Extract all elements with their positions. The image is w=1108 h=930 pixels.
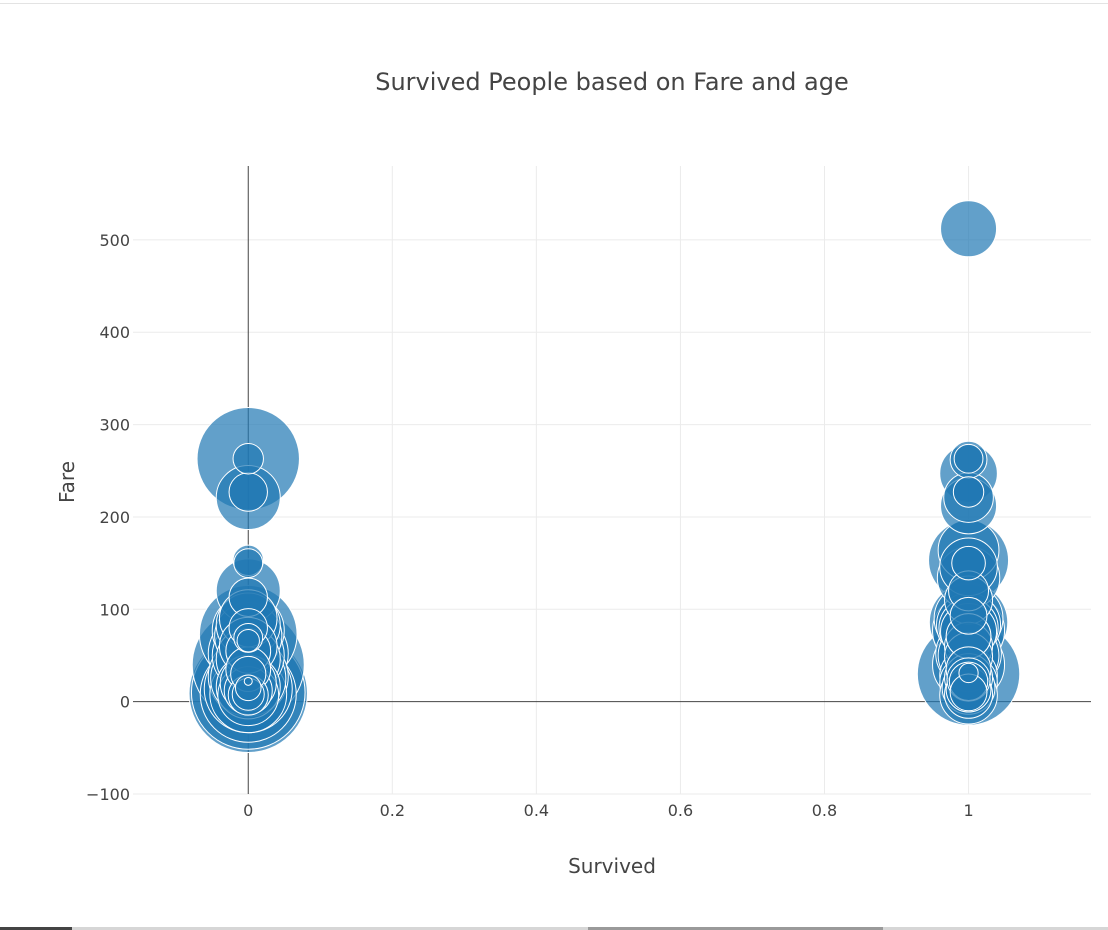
- top-divider: [0, 3, 1108, 4]
- y-tick-label: 400: [99, 323, 130, 342]
- bubble-point[interactable]: [236, 628, 260, 653]
- tick-labels: 0 0.2 0.4 0.6 0.8 1 −100 0 100 200 300 400 500: [86, 231, 974, 820]
- y-tick-label: 200: [99, 508, 130, 527]
- x-tick-label: 0.6: [668, 801, 693, 820]
- bubbles: [188, 200, 1021, 754]
- bubble-point[interactable]: [952, 476, 985, 508]
- bubble-point[interactable]: [951, 545, 986, 581]
- bubble-point[interactable]: [234, 674, 262, 702]
- bottom-scrollbar[interactable]: [0, 927, 1108, 930]
- y-tick-label: −100: [86, 785, 130, 804]
- bubble-point[interactable]: [232, 443, 264, 475]
- bubble-point[interactable]: [953, 443, 984, 474]
- chart-title: Survived People based on Fare and age: [375, 68, 849, 96]
- y-tick-label: 500: [99, 231, 130, 250]
- bubble-point[interactable]: [940, 200, 998, 258]
- x-tick-label: 0.4: [524, 801, 549, 820]
- bubble-point[interactable]: [949, 596, 988, 635]
- x-tick-label: 0: [243, 801, 253, 820]
- y-tick-label: 100: [99, 600, 130, 619]
- bubble-point[interactable]: [233, 548, 264, 579]
- x-tick-label: 0.2: [380, 801, 405, 820]
- bubble-point[interactable]: [958, 662, 979, 684]
- y-axis-title: Fare: [55, 461, 79, 503]
- x-tick-label: 1: [963, 801, 973, 820]
- bubble-point[interactable]: [228, 472, 268, 512]
- y-tick-label: 0: [120, 693, 130, 712]
- x-tick-label: 0.8: [812, 801, 837, 820]
- x-axis-title: Survived: [568, 854, 656, 878]
- bubble-point[interactable]: [243, 676, 253, 686]
- y-tick-label: 300: [99, 416, 130, 435]
